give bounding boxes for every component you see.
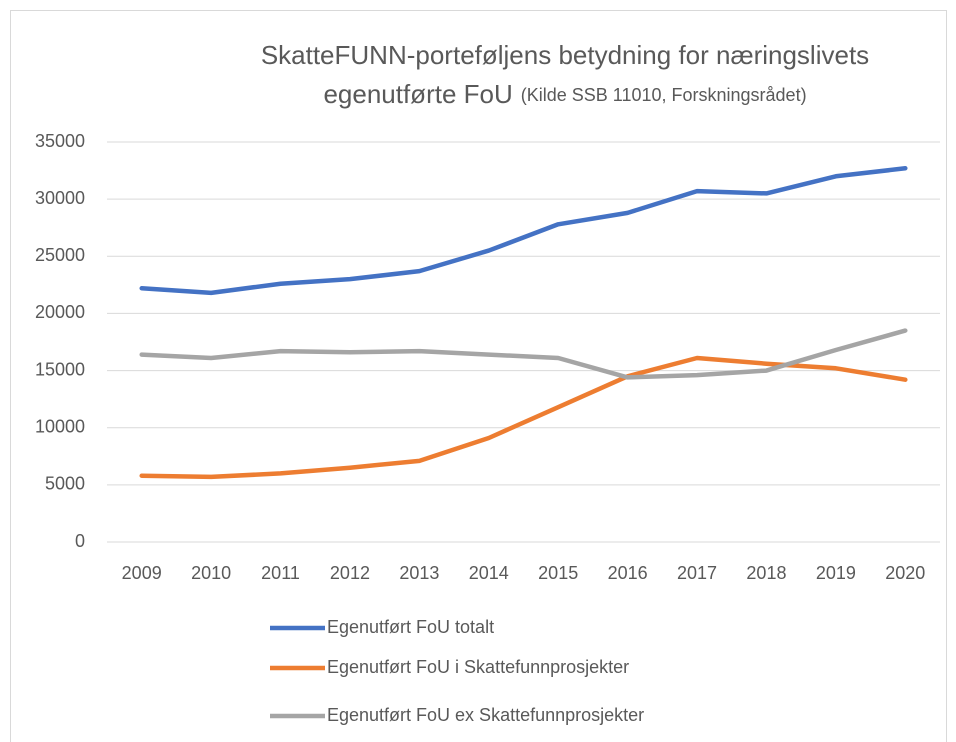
series-line bbox=[139, 355, 908, 480]
chart-title: SkatteFUNN-porteføljens betydning for næ… bbox=[261, 40, 869, 70]
y-tick-label: 10000 bbox=[35, 416, 85, 436]
chart-title: egenutførte FoU bbox=[323, 79, 512, 109]
x-tick-label: 2010 bbox=[191, 563, 231, 583]
x-tick-label: 2015 bbox=[538, 563, 578, 583]
y-tick-label: 15000 bbox=[35, 359, 85, 379]
y-tick-label: 30000 bbox=[35, 188, 85, 208]
y-tick-label: 0 bbox=[75, 531, 85, 551]
x-tick-label: 2020 bbox=[885, 563, 925, 583]
series-line bbox=[139, 166, 908, 296]
x-tick-label: 2019 bbox=[816, 563, 856, 583]
x-tick-label: 2016 bbox=[608, 563, 648, 583]
legend-label: Egenutført FoU i Skattefunnprosjekter bbox=[327, 657, 629, 677]
chart-title-line: egenutførte FoU (Kilde SSB 11010, Forskni… bbox=[323, 79, 806, 109]
chart-subtitle: (Kilde SSB 11010, Forskningsrådet) bbox=[521, 85, 807, 105]
y-tick-label: 5000 bbox=[45, 474, 85, 494]
y-tick-label: 35000 bbox=[35, 131, 85, 151]
legend-label: Egenutført FoU ex Skattefunnprosjekter bbox=[327, 705, 644, 725]
legend-label: Egenutført FoU totalt bbox=[327, 617, 494, 637]
chart-frame bbox=[10, 10, 947, 742]
x-tick-label: 2012 bbox=[330, 563, 370, 583]
y-tick-label: 25000 bbox=[35, 245, 85, 265]
x-tick-label: 2013 bbox=[399, 563, 439, 583]
y-tick-label: 20000 bbox=[35, 302, 85, 322]
x-tick-label: 2017 bbox=[677, 563, 717, 583]
x-tick-label: 2014 bbox=[469, 563, 509, 583]
series-line bbox=[139, 328, 908, 380]
x-tick-label: 2009 bbox=[122, 563, 162, 583]
x-tick-label: 2011 bbox=[261, 563, 300, 583]
x-tick-label: 2018 bbox=[746, 563, 786, 583]
